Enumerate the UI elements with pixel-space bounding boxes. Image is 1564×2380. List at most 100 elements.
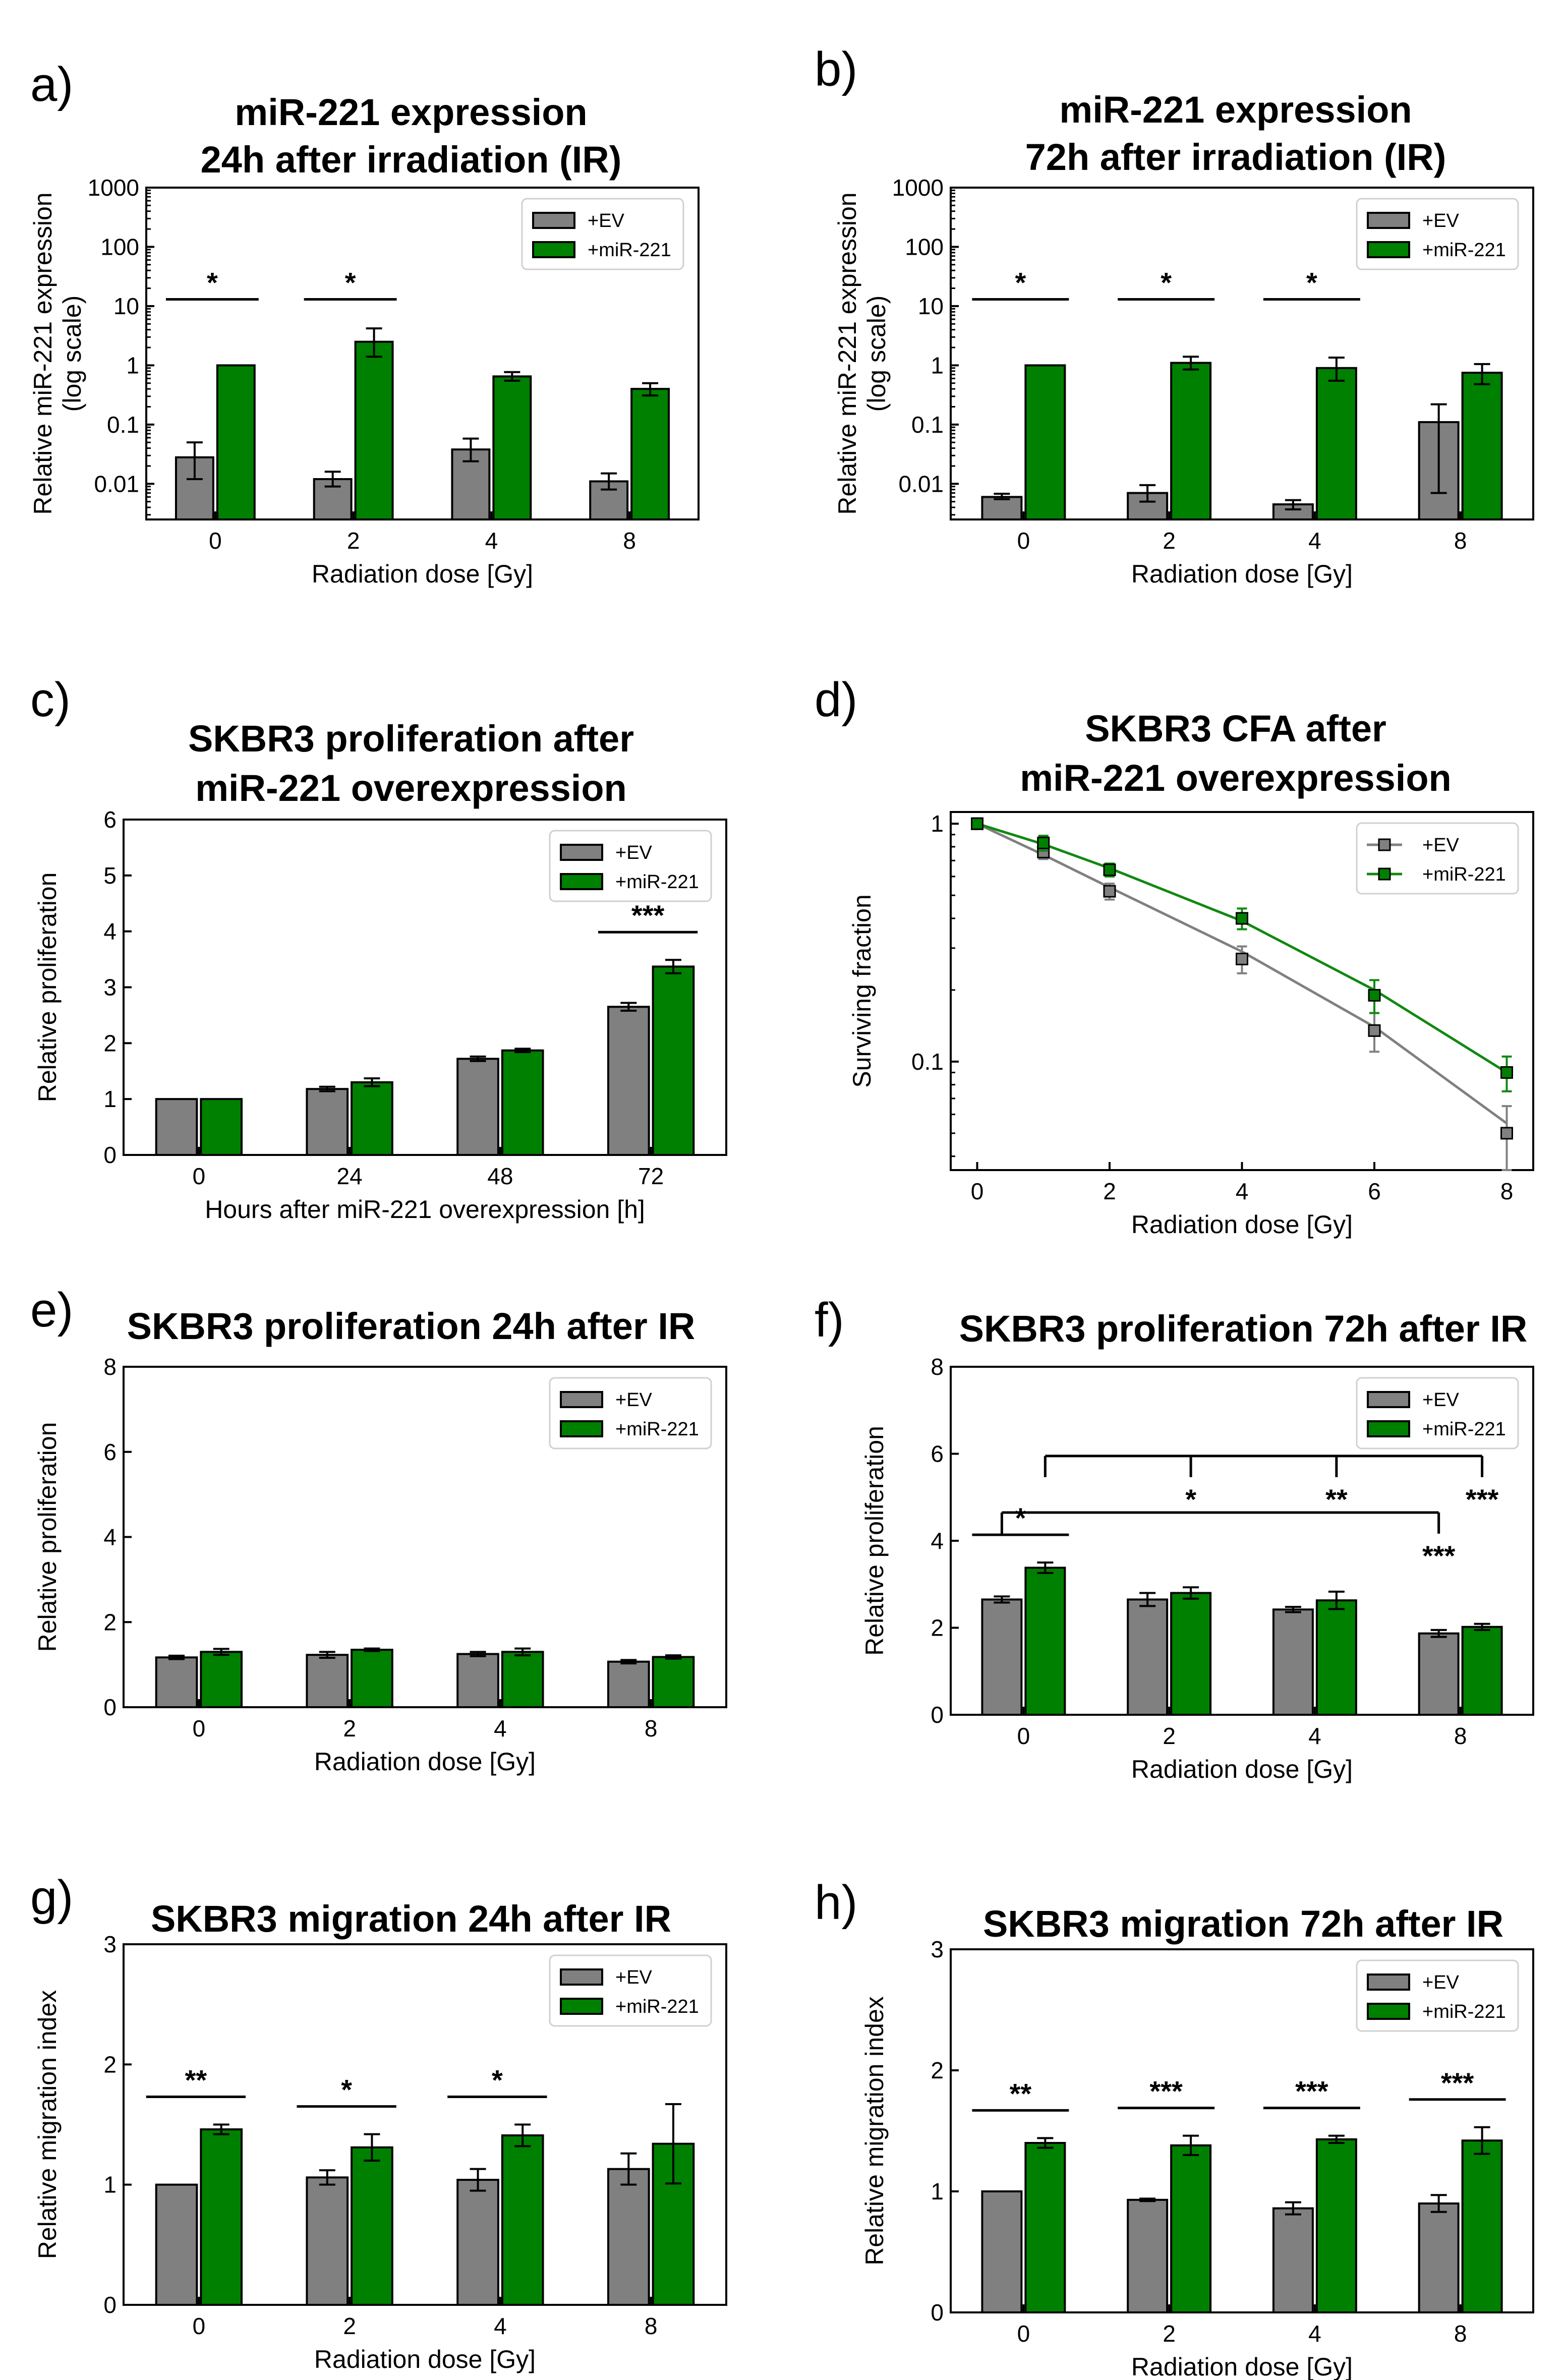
bar-ev bbox=[155, 1656, 198, 1708]
legend-swatch bbox=[560, 844, 603, 861]
bar-mir221 bbox=[1461, 1626, 1503, 1716]
data-point-mir221 bbox=[1368, 989, 1381, 1002]
y-axis-label: Relative migration index bbox=[860, 1996, 889, 2266]
legend-swatch bbox=[1367, 2003, 1410, 2020]
x-tick-label: 4 bbox=[1308, 2320, 1321, 2347]
bar-ev bbox=[155, 1098, 198, 1156]
legend-swatch bbox=[1367, 1391, 1410, 1408]
legend-swatch bbox=[560, 1998, 603, 2015]
legend: +EV +miR-221 bbox=[549, 1954, 712, 2027]
bar-ev bbox=[1127, 1598, 1169, 1716]
x-axis-label: Radiation dose [Gy] bbox=[314, 2345, 536, 2373]
bracket-label: * bbox=[1185, 1483, 1196, 1515]
bar-mir221 bbox=[492, 375, 532, 520]
x-tick-label: 6 bbox=[1368, 1178, 1381, 1204]
x-tick-label: 0 bbox=[971, 1178, 984, 1204]
y-axis-label: Relative proliferation bbox=[860, 1426, 889, 1656]
axes-frame bbox=[950, 1948, 1534, 2313]
bar-ev bbox=[1272, 2207, 1314, 2314]
legend-swatch bbox=[1367, 212, 1410, 229]
bar-mir221 bbox=[1170, 2144, 1212, 2313]
legend-swatch bbox=[532, 212, 575, 229]
chart-title: SKBR3 CFA after bbox=[1085, 708, 1386, 749]
bar-mir221 bbox=[652, 965, 695, 1156]
significance-label: *** bbox=[1149, 2075, 1183, 2107]
panel-label: g) bbox=[30, 1871, 73, 1925]
x-tick-label: 0 bbox=[1017, 528, 1030, 554]
bar-mir221 bbox=[351, 2146, 393, 2306]
bar-ev bbox=[1418, 2202, 1460, 2313]
y-tick-label: 10 bbox=[918, 293, 944, 319]
legend-label: +miR-221 bbox=[615, 872, 699, 893]
y-axis-label: (log scale) bbox=[58, 296, 86, 412]
x-tick-label: 8 bbox=[1500, 1178, 1514, 1204]
significance-label: * bbox=[1015, 267, 1026, 299]
y-tick-label: 0 bbox=[103, 2292, 117, 2318]
y-tick-label: 0 bbox=[103, 1142, 117, 1168]
y-tick-label: 3 bbox=[103, 1931, 117, 1957]
x-tick-label: 4 bbox=[494, 2313, 507, 2339]
legend-swatch bbox=[1367, 1420, 1410, 1437]
bar-mir221 bbox=[1024, 364, 1066, 520]
legend-label: +miR-221 bbox=[588, 240, 671, 261]
legend: +EV +miR-221 bbox=[1356, 1959, 1519, 2032]
legend-swatch bbox=[1367, 1973, 1410, 1991]
x-tick-label: 2 bbox=[347, 528, 360, 554]
legend-label: +miR-221 bbox=[1422, 2001, 1506, 2022]
significance-label: * bbox=[207, 267, 218, 299]
fit-line-mir221 bbox=[976, 822, 1508, 1074]
legend-swatch bbox=[560, 1391, 603, 1408]
significance-label: * bbox=[492, 2064, 503, 2096]
axes-frame bbox=[950, 187, 1534, 520]
y-tick-label: 100 bbox=[905, 234, 944, 260]
legend-label: +miR-221 bbox=[615, 1996, 699, 2017]
y-tick-label: 6 bbox=[103, 806, 117, 833]
bar-ev bbox=[1418, 1632, 1460, 1716]
legend: +EV +miR-221 bbox=[521, 198, 684, 270]
x-tick-label: 24 bbox=[337, 1163, 363, 1189]
x-tick-label: 8 bbox=[1454, 1723, 1467, 1749]
bar-mir221 bbox=[501, 2134, 544, 2306]
y-tick-label: 2 bbox=[931, 2057, 944, 2083]
bar-mir221 bbox=[501, 1651, 544, 1708]
x-axis-label: Radiation dose [Gy] bbox=[314, 1748, 536, 1776]
legend: +EV +miR-221 bbox=[1356, 198, 1519, 270]
y-tick-label: 100 bbox=[100, 234, 139, 260]
bar-mir221 bbox=[630, 388, 670, 520]
bar-mir221 bbox=[200, 1098, 243, 1156]
y-tick-label: 1000 bbox=[88, 175, 139, 201]
y-tick-label: 1000 bbox=[892, 175, 944, 201]
y-tick-label: 1 bbox=[931, 352, 944, 378]
chart-panel-g: g) SKBR3 migration 24h after IR 0 1 2 3 Relati… bbox=[30, 1871, 727, 2373]
y-tick-label: 2 bbox=[931, 1615, 944, 1641]
bar-ev bbox=[456, 1653, 499, 1708]
x-tick-label: 4 bbox=[1308, 528, 1321, 554]
x-tick-label: 0 bbox=[193, 2313, 206, 2339]
bar-ev bbox=[456, 2179, 499, 2306]
legend-label: +EV bbox=[615, 842, 653, 863]
legend-label: +EV bbox=[615, 1967, 653, 1988]
legend-marker bbox=[1378, 838, 1391, 851]
x-tick-label: 4 bbox=[485, 528, 498, 554]
chart-panel-b: b) miR-221 expression 72h after irradiatio… bbox=[815, 42, 1534, 588]
significance-label: *** bbox=[631, 899, 665, 931]
x-axis-label: Radiation dose [Gy] bbox=[1131, 1755, 1353, 1783]
bar-ev bbox=[1127, 2198, 1169, 2313]
legend-label: +miR-221 bbox=[1422, 1419, 1506, 1440]
bar-ev bbox=[456, 1058, 499, 1156]
significance-label: * bbox=[1015, 1502, 1026, 1534]
y-axis-label: (log scale) bbox=[862, 296, 891, 412]
bar-mir221 bbox=[1170, 1592, 1212, 1716]
bar-mir221 bbox=[1315, 2138, 1357, 2313]
legend: +EV +miR-221 bbox=[549, 1377, 712, 1449]
bar-mir221 bbox=[216, 364, 256, 520]
x-tick-label: 8 bbox=[645, 1715, 658, 1742]
panel-label: b) bbox=[815, 42, 857, 96]
y-tick-label: 0.1 bbox=[911, 412, 944, 438]
bar-ev bbox=[607, 2168, 650, 2306]
chart-panel-f: f) SKBR3 proliferation 72h after IR 0 2 4 6 8 R… bbox=[815, 1293, 1534, 1783]
panel-label: d) bbox=[815, 673, 857, 727]
axes-frame bbox=[123, 1943, 727, 2306]
y-tick-label: 10 bbox=[113, 293, 139, 319]
